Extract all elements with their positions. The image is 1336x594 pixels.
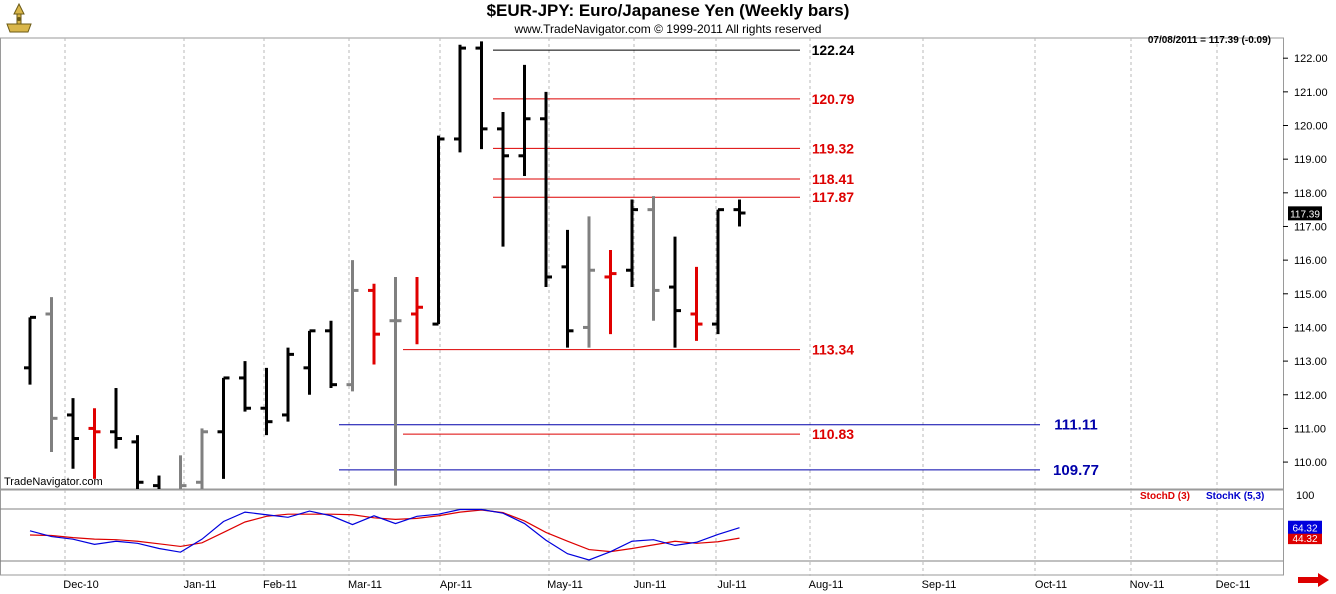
chart-subtitle: www.TradeNavigator.com © 1999-2011 All r… (514, 22, 822, 36)
y-tick-label: 114.00 (1294, 322, 1327, 334)
trade-navigator-logo[interactable] (4, 2, 34, 34)
x-tick-label: Jan-11 (184, 579, 217, 591)
y-tick-label: 113.00 (1294, 356, 1327, 368)
stoch-value-label: 44.32 (1292, 534, 1317, 545)
level-label: 111.11 (1054, 417, 1097, 434)
x-tick-label: Aug-11 (809, 579, 844, 591)
x-tick-label: Jun-11 (634, 579, 667, 591)
last-price-box (1288, 206, 1322, 221)
stoch-y-label: 100 (1296, 490, 1314, 502)
level-label: 117.87 (812, 189, 854, 205)
y-tick-label: 122.00 (1294, 53, 1328, 65)
level-label: 110.83 (812, 426, 854, 442)
x-tick-label: Sep-11 (922, 579, 957, 591)
stochd-line (29, 509, 740, 553)
y-tick-label: 116.00 (1294, 255, 1327, 267)
x-tick-label: May-11 (547, 579, 583, 591)
y-tick-label: 120.00 (1294, 121, 1328, 133)
y-tick-label: 110.00 (1294, 457, 1327, 469)
x-tick-label: Feb-11 (263, 579, 297, 591)
stoch-value-box (1288, 520, 1322, 534)
y-tick-label: 118.00 (1294, 188, 1327, 200)
level-label: 120.79 (812, 91, 855, 107)
x-tick-label: Apr-11 (440, 579, 472, 591)
y-tick-label: 119.00 (1294, 154, 1327, 166)
stoch-value-box (1288, 531, 1322, 545)
x-tick-label: Dec-10 (63, 579, 98, 591)
price-panel-frame (0, 37, 1284, 490)
level-label: 122.24 (812, 42, 855, 58)
level-label: 113.34 (812, 342, 854, 358)
watermark: TradeNavigator.com (4, 476, 103, 488)
y-tick-label: 111.00 (1294, 423, 1326, 435)
y-tick-label: 117.00 (1294, 221, 1327, 233)
stochk-legend: StochK (5,3) (1206, 491, 1265, 502)
y-tick-label: 121.00 (1294, 87, 1328, 99)
y-tick-label: 115.00 (1294, 289, 1327, 301)
x-tick-label: Jul-11 (717, 579, 746, 591)
level-label: 109.77 (1053, 462, 1099, 479)
x-tick-label: Mar-11 (348, 579, 382, 591)
stoch-panel-frame (0, 489, 1284, 576)
x-tick-label: Oct-11 (1035, 579, 1067, 591)
scroll-right-arrow-icon[interactable] (1298, 573, 1330, 592)
x-tick-label: Dec-11 (1216, 579, 1251, 591)
stoch-value-label: 64.32 (1292, 524, 1317, 535)
stochd-legend: StochD (3) (1140, 491, 1190, 502)
price-readout: 07/08/2011 = 117.39 (-0.09) (1147, 35, 1271, 46)
level-label: 118.41 (812, 171, 854, 187)
last-price-label: 117.39 (1290, 209, 1320, 220)
x-tick-label: Nov-11 (1130, 579, 1165, 591)
y-tick-label: 112.00 (1294, 390, 1327, 402)
stochk-line (29, 508, 740, 561)
chart-title: $EUR-JPY: Euro/Japanese Yen (Weekly bars… (486, 1, 850, 20)
level-label: 119.32 (812, 140, 854, 156)
